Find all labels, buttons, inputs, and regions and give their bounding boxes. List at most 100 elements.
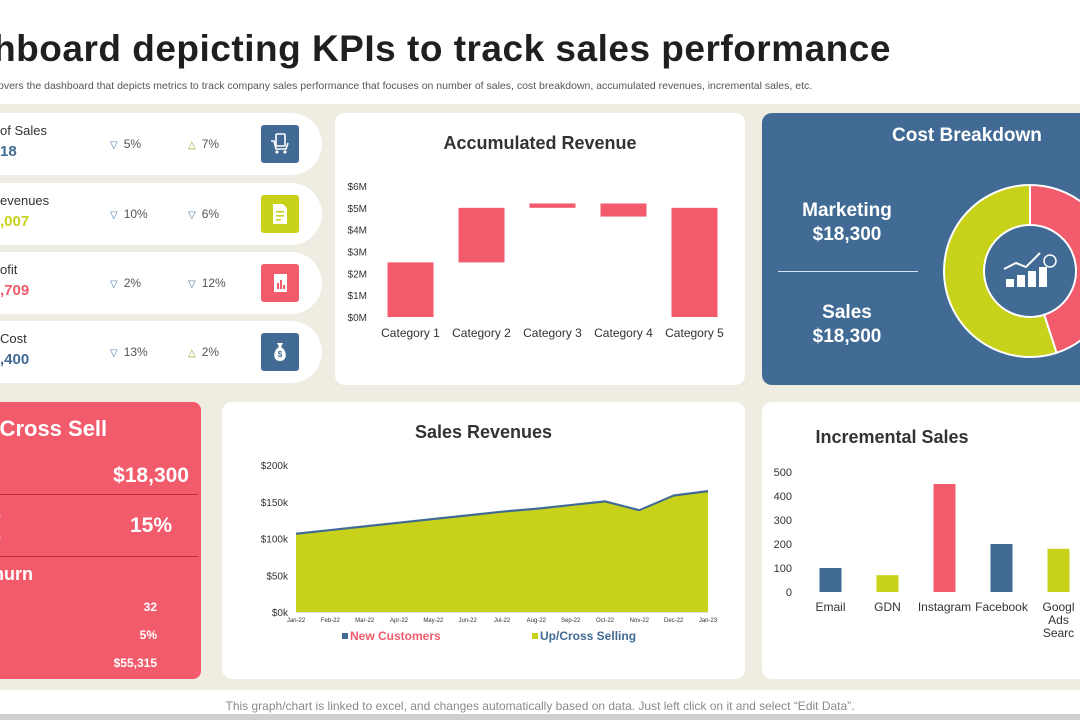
x-tick-label: Ads [1048,613,1069,627]
bar [671,207,718,317]
down-triangle-icon: ▽ [188,279,196,290]
upcross-percentage: 15% [130,514,173,537]
svg-text:$: $ [278,350,283,359]
down-triangle-icon: ▽ [110,348,118,359]
donut-slice [943,183,1058,358]
x-tick-label: Category 5 [665,326,724,340]
accumulated-revenue-title: Accumulated Revenue [443,133,637,153]
sales-revenues-title: Sales Revenues [414,422,553,442]
x-tick-label: Category 4 [594,326,653,340]
kpi-change-2: ▽ 6% [188,207,220,221]
kpi-change-1: ▽ 10% [110,207,148,221]
upcross-title: p/Cross Sell [0,416,108,441]
x-tick-label: GDN [874,600,901,614]
y-tick-label: $100k [261,535,289,546]
x-tick-label: Aug-22 [527,618,547,624]
upcross-sell-panel: p/Cross Sell $18,300 geue 15% Churn 32 5… [0,402,201,679]
legend-swatch [342,633,348,639]
x-tick-label: Nov-22 [630,618,650,624]
kpi-change-2: △ 2% [188,345,220,359]
kpi-value: ,709 [0,282,30,299]
x-tick-label: Feb-22 [321,618,341,624]
bar [933,484,956,592]
x-tick-label: Googl [1042,600,1074,614]
x-tick-label: Category 1 [381,326,440,340]
churn-value-rate: 5% [139,628,157,642]
x-tick-label: Email [815,600,845,614]
bottom-strip [0,714,1080,720]
kpi-card-cost[interactable]: Cost ,400 ▽ 13% △ 2% $ [0,321,322,383]
growth-chart-icon [1003,252,1057,287]
churn-value-amount: $55,315 [113,656,157,670]
kpi-label: of Sales [0,123,47,138]
upcross-label-average: geue [0,504,1,548]
accumulated-revenue-panel: Accumulated Revenue $0M $1M $2M $3M $4M $5M $6… [335,113,745,385]
y-tick-label: 500 [774,467,792,479]
icon-part [1006,279,1014,287]
divider [0,556,198,557]
kpi-value: ,007 [0,213,30,230]
y-tick-label: $4M [348,226,367,237]
donut-slice [1029,183,1080,355]
x-tick-label: Instagram [918,600,971,614]
accumulated-revenue-chart: $0M $1M $2M $3M $4M $5M $6M Category 1 Category … [348,182,725,340]
y-tick-label: 300 [774,515,792,527]
x-tick-label: Dec-22 [664,618,684,624]
kpi-label: evenues [0,193,50,208]
kpi-label: Cost [0,331,27,346]
down-triangle-icon: ▽ [110,279,118,290]
y-tick-label: $3M [348,248,367,259]
kpi-label: ofit [0,262,18,277]
icon-part [1039,267,1047,287]
bar [1047,548,1070,592]
bar [600,203,647,217]
upcross-value: $18,300 [113,464,189,487]
legend-label: Up/Cross Selling [540,629,636,643]
icon-part [1043,254,1057,268]
churn-value-count: 32 [143,600,157,614]
x-tick-label: Category 2 [452,326,511,340]
marketing-cost: Marketing $18,300 [802,200,892,245]
x-tick-label: Jan-22 [287,618,306,624]
kpi-card-profit[interactable]: ofit ,709 ▽ 2% ▽ 12% [0,252,322,314]
divider [778,271,918,272]
legend-swatch [532,633,538,639]
y-tick-label: $50k [266,571,289,582]
bar [458,207,505,263]
down-triangle-icon: ▽ [188,210,196,221]
y-tick-label: 100 [774,563,792,575]
kpi-value: 18 [0,143,17,160]
legend-label: New Customers [350,629,441,643]
x-tick-label: Jun-22 [458,618,477,624]
y-tick-label: 400 [774,491,792,503]
y-tick-label: $5M [348,204,367,215]
y-tick-label: $6M [348,182,367,193]
y-tick-label: $2M [348,269,367,280]
incremental-sales-chart: 0 100 200 300 400 500 Email GDN Instagram Faceboo… [774,467,1075,640]
y-tick-label: 0 [786,587,792,599]
y-tick-label: $150k [261,498,289,509]
kpi-card-revenues[interactable]: evenues ,007 ▽ 10% ▽ 6% [0,183,322,245]
bar [990,544,1013,592]
x-tick-label: Facebook [975,600,1029,614]
report-icon [261,264,299,302]
bar [529,203,576,208]
sales-revenues-panel: Sales Revenues $0k $50k $100k $150k $200k Jan… [222,402,745,679]
upcross-label-churn: Churn [0,564,33,584]
x-tick-label: Jul-22 [494,618,511,624]
page-subtitle: overs the dashboard that depicts metrics… [0,80,813,92]
bar [876,575,899,592]
area-series-upcross-selling [296,492,708,612]
x-tick-label: Apr-22 [390,618,409,624]
bar [387,262,434,317]
y-tick-label: $200k [261,461,289,472]
x-tick-label: Oct-22 [596,618,615,624]
kpi-card-sales-count[interactable]: of Sales 18 ▽ 5% △ 7% [0,113,322,175]
y-tick-label: $0k [272,608,289,619]
up-triangle-icon: △ [188,348,196,359]
x-tick-label: Category 3 [523,326,582,340]
incremental-sales-panel: Incremental Sales 0 100 200 300 400 500 Email G… [762,402,1080,679]
bar [819,568,842,592]
up-triangle-icon: △ [188,140,196,151]
y-tick-label: $0M [348,313,367,324]
